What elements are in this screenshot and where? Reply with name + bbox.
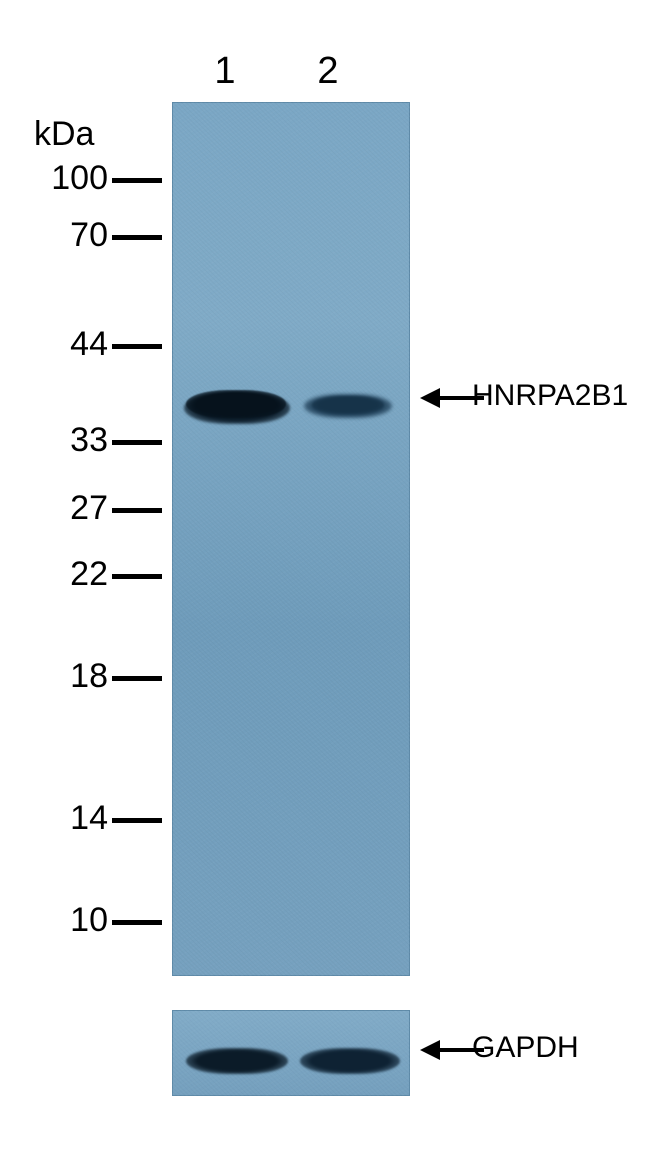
lane-label: 2 [308,50,348,93]
ladder-tick-label: 18 [28,657,108,696]
ladder-tick-line [112,676,162,681]
ladder-tick-line [112,818,162,823]
blot-texture [172,102,410,976]
western-blot-figure: kDa 100 70 44 33 27 22 18 14 10 1 2 HNRPA2B1 GAPDH [0,0,650,1156]
band-arrow-label: HNRPA2B1 [472,379,628,413]
arrow-head-icon [420,388,440,408]
ladder-tick-line [112,178,162,183]
blot-gapdh [172,1010,410,1096]
ladder-tick-label: 33 [28,421,108,460]
ladder-tick-line [112,920,162,925]
ladder-tick-label: 70 [28,216,108,255]
blot-band [186,1048,288,1074]
ladder-tick-line [112,440,162,445]
ladder-tick-label: 10 [28,901,108,940]
axis-units-label: kDa [34,115,94,154]
ladder-tick-label: 27 [28,489,108,528]
ladder-tick-label: 44 [28,325,108,364]
blot-band [312,396,384,414]
ladder-tick-line [112,344,162,349]
lane-label: 1 [205,50,245,93]
ladder-tick-label: 100 [28,159,108,198]
band-arrow-label: GAPDH [472,1031,579,1065]
ladder-tick-line [112,235,162,240]
ladder-tick-line [112,508,162,513]
ladder-tick-label: 14 [28,799,108,838]
blot-band [300,1048,400,1074]
blot-band [186,390,286,418]
ladder-tick-label: 22 [28,555,108,594]
arrow-head-icon [420,1040,440,1060]
ladder-tick-line [112,574,162,579]
blot-main [172,102,410,976]
